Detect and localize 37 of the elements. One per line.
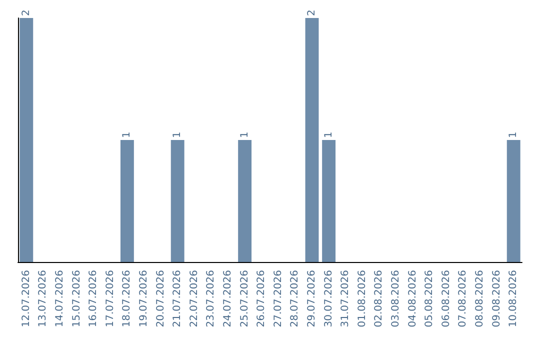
x-tick-label: 13.07.2026	[38, 270, 49, 328]
data-label: 1	[239, 132, 250, 138]
data-label: 1	[122, 132, 133, 138]
x-tick-label: 06.08.2026	[440, 270, 452, 328]
x-tick-label: 01.08.2026	[356, 270, 368, 328]
x-tick-label: 23.07.2026	[206, 270, 217, 328]
data-label: 1	[508, 132, 520, 138]
x-tick-label: 28.07.2026	[290, 270, 301, 328]
x-tick-label: 02.08.2026	[374, 270, 385, 328]
x-tick-label: 07.08.2026	[458, 270, 469, 328]
x-tick-label: 27.07.2026	[272, 270, 284, 328]
x-tick-label: 25.07.2026	[239, 270, 250, 328]
x-tick-label: 26.07.2026	[256, 270, 268, 328]
x-tick-label: 24.07.2026	[222, 270, 234, 328]
data-label: 1	[323, 132, 334, 138]
x-tick-label: 30.07.2026	[323, 270, 334, 328]
x-tick-label: 16.07.2026	[88, 270, 100, 328]
x-tick-label: 03.08.2026	[390, 270, 402, 328]
x-tick-label: 10.08.2026	[508, 270, 520, 328]
x-tick-label: 21.07.2026	[172, 270, 184, 328]
x-tick-label: 20.07.2026	[155, 270, 166, 328]
data-label: 1	[172, 132, 184, 138]
x-tick-label: 31.07.2026	[340, 270, 352, 328]
x-tick-label: 09.08.2026	[491, 270, 502, 328]
x-tick-label: 17.07.2026	[104, 270, 116, 328]
data-label: 2	[20, 10, 32, 16]
x-tick-label: 22.07.2026	[188, 270, 200, 328]
x-tick-label: 29.07.2026	[306, 270, 318, 328]
x-tick-label: 18.07.2026	[122, 270, 133, 328]
x-tick-label: 12.07.2026	[20, 270, 32, 328]
x-tick-label: 05.08.2026	[424, 270, 436, 328]
x-tick-label: 19.07.2026	[138, 270, 150, 328]
x-tick-label: 04.08.2026	[407, 270, 418, 328]
data-label: 2	[306, 10, 318, 16]
x-tick-label: 08.08.2026	[474, 270, 486, 328]
x-tick-label: 15.07.2026	[71, 270, 82, 328]
x-tick-label: 14.07.2026	[54, 270, 66, 328]
